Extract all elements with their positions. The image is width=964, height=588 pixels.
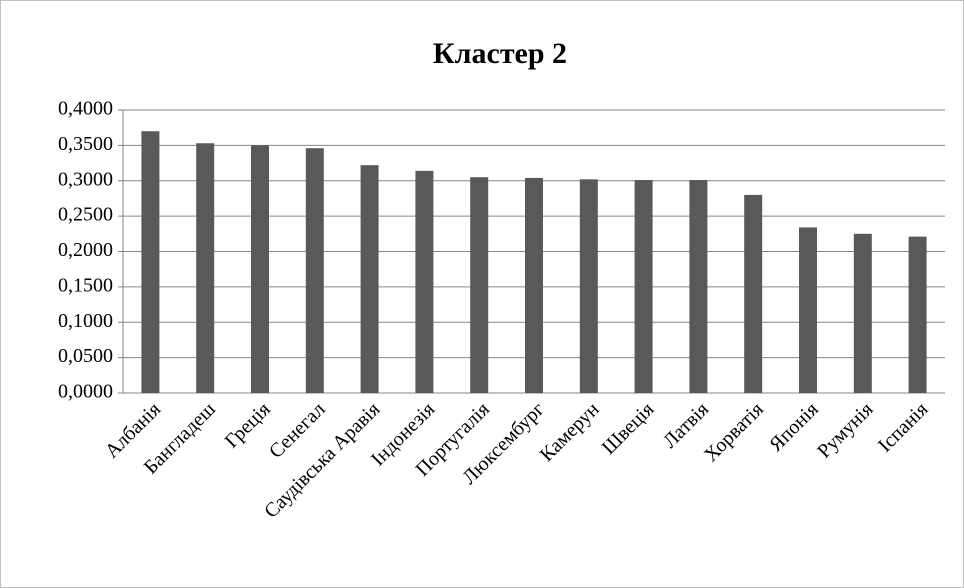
bar: [799, 227, 817, 393]
bar: [908, 236, 927, 393]
y-tick-label: 0,1500: [58, 274, 113, 296]
bar: [251, 145, 269, 393]
bar: [141, 131, 160, 393]
bar: [470, 177, 489, 393]
chart-title: Кластер 2: [433, 37, 567, 70]
bar: [689, 180, 708, 393]
bar: [415, 170, 434, 393]
y-tick-label: 0,4000: [58, 98, 113, 120]
bar: [525, 177, 543, 393]
bar: [634, 180, 653, 393]
y-tick-label: 0,3000: [58, 168, 113, 190]
bar: [744, 194, 763, 393]
y-tick-label: 0,0000: [58, 381, 113, 403]
bar: [196, 143, 215, 393]
bar: [360, 165, 379, 393]
y-tick-label: 0,2500: [58, 204, 113, 226]
y-tick-label: 0,1000: [58, 310, 113, 332]
bar: [305, 148, 324, 393]
y-tick-label: 0,2000: [58, 239, 113, 261]
y-tick-label: 0,3500: [58, 133, 113, 155]
bar: [579, 179, 598, 393]
y-tick-label: 0,0500: [58, 345, 113, 367]
bar: [853, 233, 872, 393]
